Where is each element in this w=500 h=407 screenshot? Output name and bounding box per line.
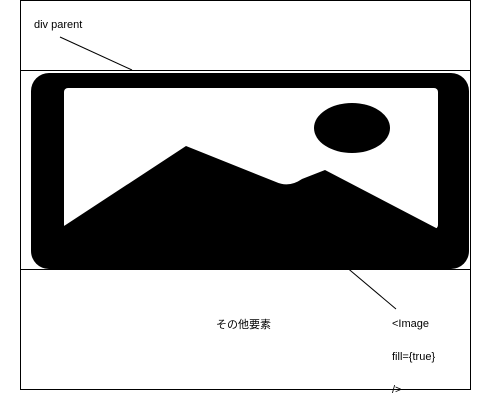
parent-box (20, 0, 471, 390)
image-component-label: <Image fill={true} /> (392, 297, 435, 407)
other-elements-label: その他要素 (216, 319, 271, 331)
image-pointer-line (344, 265, 397, 310)
parent-pointer-line (59, 36, 133, 71)
image-placeholder-icon (31, 73, 469, 269)
image-component-label-line-1: <Image (392, 318, 429, 330)
mountain-shape (64, 146, 438, 232)
image-component-label-line-2: fill={true} (392, 351, 436, 363)
parent-label: div parent (34, 19, 83, 31)
sun-shape (314, 103, 390, 153)
image-component-label-line-3: /> (392, 384, 402, 396)
